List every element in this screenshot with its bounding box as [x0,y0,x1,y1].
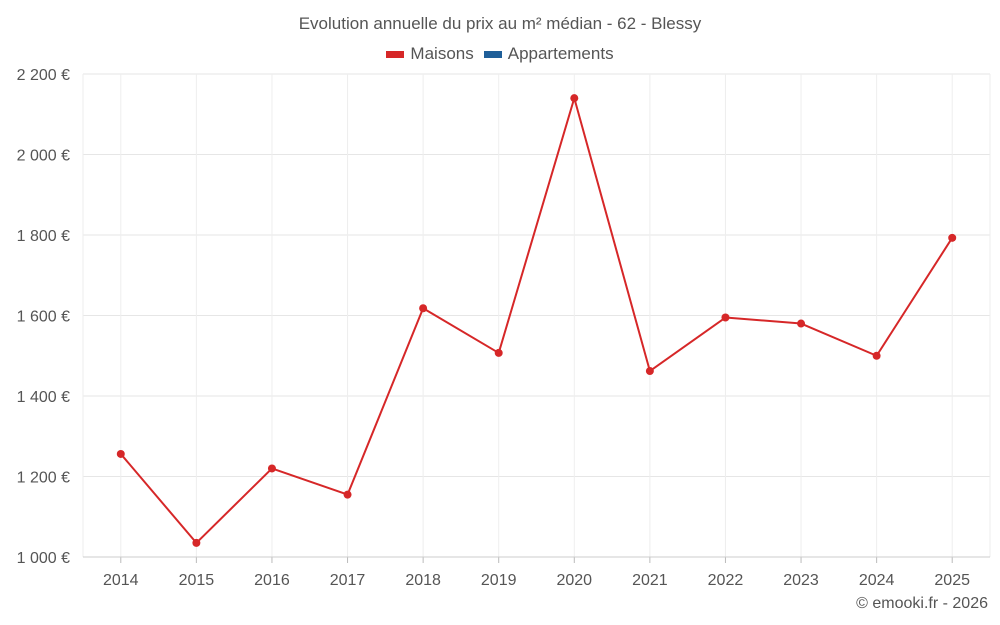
legend-label-appartements: Appartements [507,44,614,63]
y-tick-label: 1 000 € [17,550,70,567]
x-tick-label: 2024 [859,572,895,589]
x-tick-label: 2016 [254,572,290,589]
x-tick-label: 2017 [330,572,366,589]
x-tick-label: 2015 [179,572,215,589]
x-tick-label: 2022 [708,572,744,589]
data-point [645,367,654,376]
legend-item-maisons[interactable]: Maisons [386,44,474,64]
legend: Maisons Appartements [0,44,1000,64]
data-point [570,94,579,103]
chart-title: Evolution annuelle du prix au m² médian … [298,14,702,33]
x-tick-label: 2014 [103,572,139,589]
data-point [797,319,806,328]
y-tick-label: 2 200 € [17,67,70,84]
x-tick-label: 2019 [481,572,517,589]
y-tick-label: 1 200 € [17,470,70,487]
y-tick-label: 1 400 € [17,389,70,406]
x-tick-label: 2023 [783,572,819,589]
data-point [721,313,730,322]
legend-item-appartements[interactable]: Appartements [483,44,614,64]
x-tick-label: 2025 [934,572,970,589]
credit-text: © emooki.fr - 2026 [856,595,988,612]
data-point [343,490,352,499]
x-tick-label: 2021 [632,572,668,589]
series-line-maisons [120,97,954,544]
legend-label-maisons: Maisons [410,44,474,63]
data-point [192,538,201,547]
y-tick-label: 1 600 € [17,309,70,326]
y-tick-label: 2 000 € [17,148,70,165]
data-point [948,233,957,242]
legend-swatch-maisons [386,50,405,58]
data-point [872,351,881,360]
x-tick-label: 2020 [556,572,592,589]
data-point [494,348,503,357]
legend-swatch-appartements [483,50,502,58]
data-point [419,304,428,313]
x-tick-label: 2018 [405,572,441,589]
data-point [267,464,276,473]
data-point [116,449,125,458]
y-tick-label: 1 800 € [17,228,70,245]
